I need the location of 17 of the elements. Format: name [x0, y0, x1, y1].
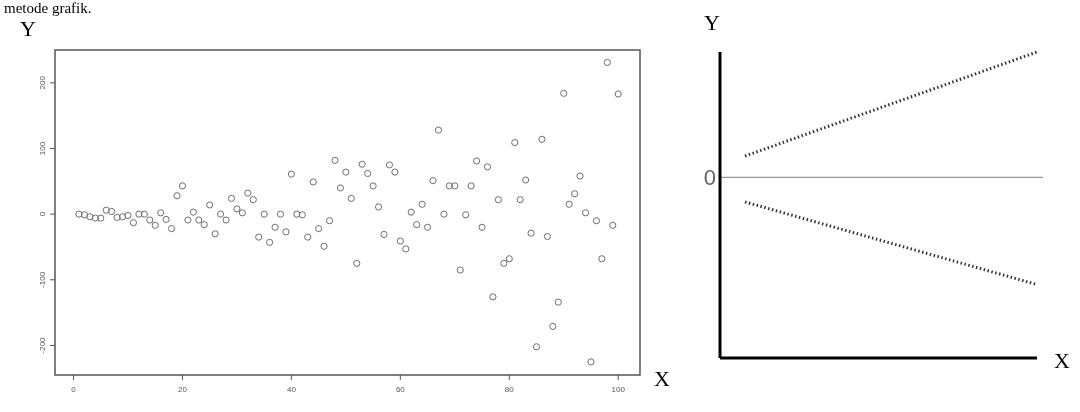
x-tick-label: 20: [178, 385, 188, 394]
x-axis-title: X: [654, 366, 670, 391]
x-tick-label: 0: [71, 385, 77, 394]
y-tick-label: -200: [38, 336, 47, 354]
x-tick-label: 40: [286, 385, 297, 394]
x-tick-label: 80: [504, 385, 515, 394]
x-axis-title: X: [1054, 348, 1070, 373]
x-tick-label: 60: [395, 385, 406, 394]
text: metode grafik.: [4, 0, 92, 16]
y-axis-title: Y: [20, 16, 36, 41]
y-tick-label: 200: [38, 75, 47, 90]
annotation: 0: [703, 165, 716, 191]
y-axis-title: Y: [704, 10, 720, 35]
x-tick-label: 100: [611, 385, 626, 394]
y-tick-label: 0: [38, 211, 47, 217]
y-tick-label: -100: [38, 271, 47, 288]
y-tick-label: 100: [38, 141, 47, 156]
